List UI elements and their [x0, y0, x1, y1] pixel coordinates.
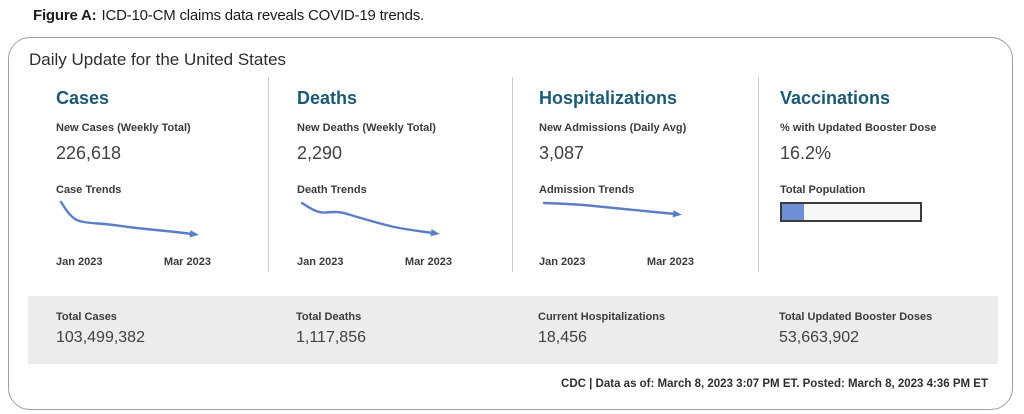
vaccinations-panel[interactable]: Vaccinations % with Updated Booster Dose… — [758, 77, 1012, 272]
total-deaths-label: Total Deaths — [296, 311, 362, 323]
hospitalizations-metric-label: New Admissions (Daily Avg) — [539, 121, 687, 134]
daily-update-card: Daily Update for the United States Cases… — [8, 37, 1013, 410]
cases-heading: Cases — [56, 88, 110, 108]
cases-panel[interactable]: Cases New Cases (Weekly Total) 226,618 C… — [9, 77, 268, 272]
deaths-metric-value: 2,290 — [297, 142, 343, 163]
total-booster-doses-item: Total Updated Booster Doses 53,663,902 — [758, 296, 998, 364]
booster-progress-bar — [780, 201, 922, 222]
cases-trend-label: Case Trends — [56, 183, 122, 196]
metric-columns: Cases New Cases (Weekly Total) 226,618 C… — [9, 77, 1012, 272]
cases-metric-value: 226,618 — [56, 142, 122, 163]
cases-x-axis: Jan 2023 Mar 2023 — [56, 256, 211, 268]
deaths-x-end-label: Mar 2023 — [404, 255, 452, 268]
total-cases-value: 103,499,382 — [56, 329, 145, 346]
total-cases-item: Total Cases 103,499,382 — [28, 296, 268, 364]
total-cases-label: Total Cases — [56, 311, 117, 323]
current-hospitalizations-item: Current Hospitalizations 18,456 — [512, 296, 758, 364]
totals-strip: Total Cases 103,499,382 Total Deaths 1,1… — [28, 296, 998, 364]
hospitalizations-metric-value: 3,087 — [539, 142, 585, 163]
cases-x-end-label: Mar 2023 — [163, 255, 211, 268]
vaccinations-heading: Vaccinations — [780, 88, 891, 108]
hospitalizations-x-axis: Jan 2023 Mar 2023 — [539, 256, 694, 268]
hospitalizations-trend-label: Admission Trends — [539, 183, 635, 196]
booster-progress-fill — [782, 203, 805, 220]
admissions-trend-sparkline — [542, 201, 682, 218]
deaths-trend-sparkline — [300, 201, 440, 237]
deaths-heading: Deaths — [297, 88, 358, 108]
hospitalizations-panel[interactable]: Hospitalizations New Admissions (Daily A… — [512, 77, 758, 272]
current-hospitalizations-value: 18,456 — [538, 329, 587, 346]
figure-caption-text: ICD-10-CM claims data reveals COVID-19 t… — [101, 7, 425, 24]
deaths-metric-label: New Deaths (Weekly Total) — [297, 121, 436, 134]
vaccinations-metric-value: 16.2% — [780, 142, 832, 163]
data-source-footer: CDC | Data as of: March 8, 2023 3:07 PM … — [561, 378, 988, 390]
vaccinations-metric-label: % with Updated Booster Dose — [780, 121, 937, 134]
total-booster-doses-label: Total Updated Booster Doses — [779, 311, 933, 323]
total-deaths-item: Total Deaths 1,117,856 — [268, 296, 512, 364]
hospitalizations-x-end-label: Mar 2023 — [646, 255, 694, 268]
hospitalizations-heading: Hospitalizations — [539, 88, 678, 108]
cases-metric-label: New Cases (Weekly Total) — [56, 121, 191, 134]
vaccinations-bar-label: Total Population — [780, 183, 866, 196]
deaths-x-axis: Jan 2023 Mar 2023 — [297, 256, 452, 268]
hospitalizations-x-start-label: Jan 2023 — [539, 255, 586, 268]
cases-x-start-label: Jan 2023 — [56, 255, 103, 268]
figure-label: Figure A: — [33, 7, 97, 24]
deaths-trend-label: Death Trends — [297, 183, 367, 196]
figure-caption: Figure A: ICD-10-CM claims data reveals C… — [33, 7, 424, 24]
deaths-x-start-label: Jan 2023 — [297, 255, 344, 268]
card-title: Daily Update for the United States — [29, 50, 287, 69]
current-hospitalizations-label: Current Hospitalizations — [538, 311, 666, 323]
cases-trend-sparkline — [59, 200, 199, 238]
total-deaths-value: 1,117,856 — [296, 329, 366, 346]
deaths-panel[interactable]: Deaths New Deaths (Weekly Total) 2,290 D… — [268, 77, 512, 272]
total-booster-doses-value: 53,663,902 — [779, 329, 860, 346]
